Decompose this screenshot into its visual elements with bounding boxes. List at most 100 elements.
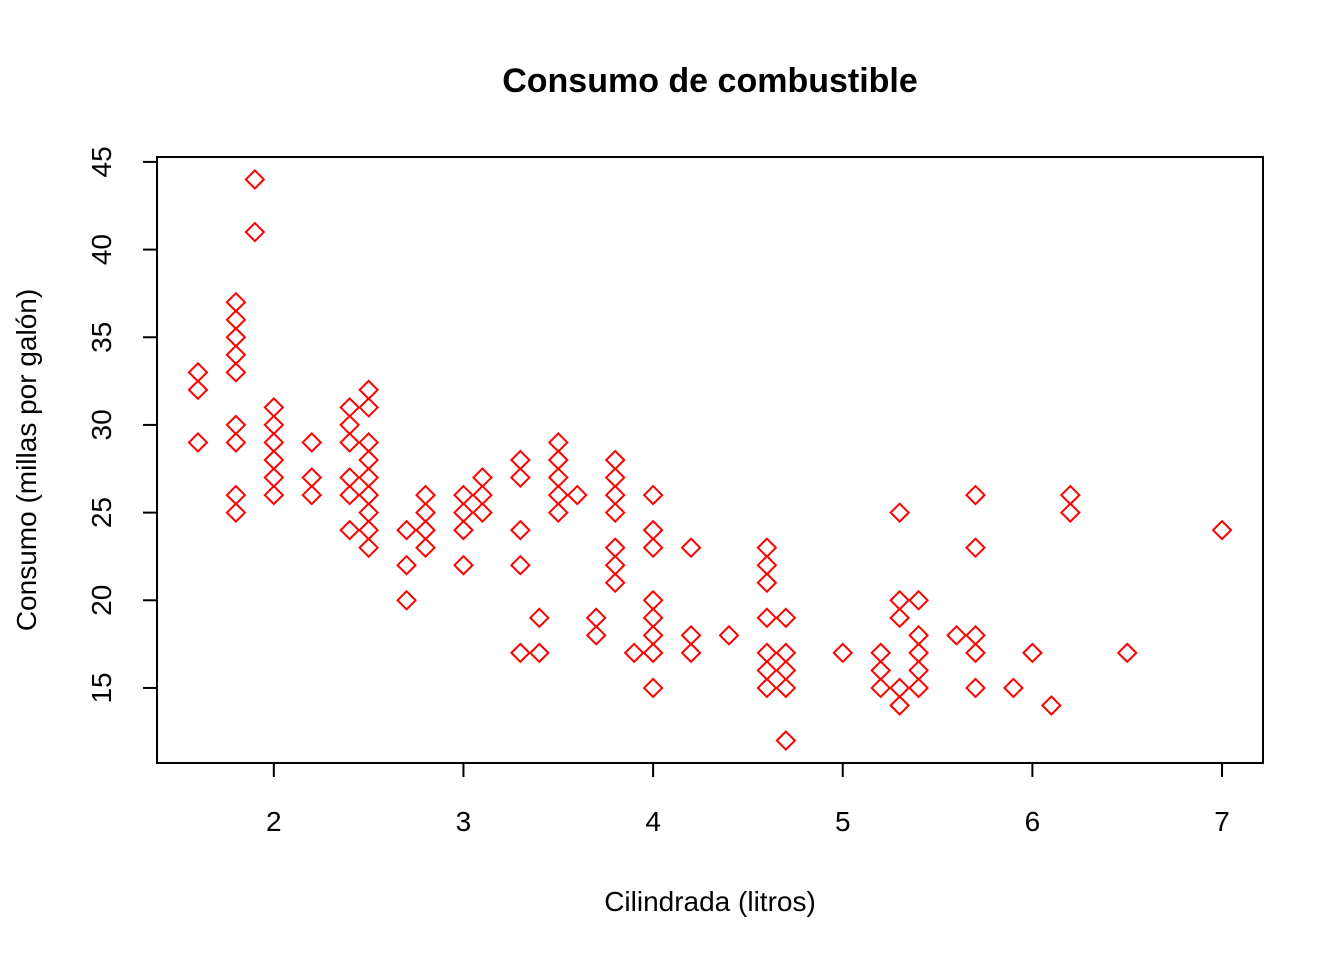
data-point	[225, 484, 247, 506]
data-point	[566, 484, 588, 506]
data-point	[832, 642, 854, 664]
data-point	[756, 572, 778, 594]
data-point	[642, 537, 664, 559]
data-point	[263, 484, 285, 506]
data-point	[908, 589, 930, 611]
data-point	[908, 642, 930, 664]
data-point	[528, 642, 550, 664]
data-point	[965, 484, 986, 506]
data-point	[642, 484, 664, 506]
x-tick-label: 2	[266, 806, 282, 837]
data-point	[225, 326, 247, 348]
data-point	[908, 677, 930, 699]
data-point	[756, 660, 778, 681]
data-point	[358, 502, 380, 524]
data-point	[642, 624, 664, 646]
data-point	[908, 624, 930, 646]
data-point	[358, 379, 380, 401]
data-point	[623, 642, 645, 664]
data-point	[339, 484, 361, 506]
data-point	[604, 449, 626, 471]
data-point	[889, 695, 911, 716]
y-tick-label: 45	[86, 146, 117, 177]
data-point	[1040, 695, 1062, 716]
data-point	[870, 677, 892, 699]
data-point	[642, 607, 664, 629]
data-point	[642, 589, 664, 611]
data-point	[339, 432, 361, 453]
data-points	[187, 169, 1233, 751]
data-point	[263, 432, 285, 453]
data-point	[889, 607, 911, 629]
y-axis-label: Consumo (millas por galón)	[11, 289, 42, 631]
y-axis: 15 20 25 30 35 40 45	[86, 146, 158, 704]
data-point	[680, 537, 702, 559]
data-point	[604, 467, 626, 488]
data-point	[604, 537, 626, 559]
y-tick-label: 25	[86, 497, 117, 528]
data-point	[396, 589, 417, 611]
data-point	[301, 432, 323, 453]
data-point	[415, 519, 436, 541]
data-point	[453, 554, 474, 576]
data-point	[889, 677, 911, 699]
y-tick-label: 40	[86, 234, 117, 265]
data-point	[965, 642, 986, 664]
data-point	[547, 467, 569, 488]
data-point	[1116, 642, 1138, 664]
plot-frame	[156, 156, 1264, 764]
data-point	[509, 467, 531, 488]
data-point	[547, 432, 569, 453]
data-point	[1059, 484, 1081, 506]
data-point	[301, 467, 323, 488]
data-point	[472, 467, 493, 488]
data-point	[358, 519, 380, 541]
data-point	[358, 396, 380, 418]
data-point	[870, 660, 892, 681]
y-tick-label: 35	[86, 322, 117, 353]
x-axis-label: Cilindrada (litros)	[604, 886, 816, 917]
data-point	[509, 554, 531, 576]
data-point	[775, 660, 797, 681]
data-point	[453, 484, 474, 506]
data-point	[756, 642, 778, 664]
data-point	[946, 624, 967, 646]
data-point	[187, 379, 209, 401]
x-tick-label: 7	[1214, 806, 1230, 837]
data-point	[547, 449, 569, 471]
data-point	[396, 519, 417, 541]
data-point	[358, 449, 380, 471]
data-point	[339, 414, 361, 436]
data-point	[965, 624, 986, 646]
data-point	[339, 396, 361, 418]
data-point	[339, 519, 361, 541]
x-axis: 2 3 4 5 6 7	[266, 762, 1230, 837]
data-point	[718, 624, 740, 646]
data-point	[358, 467, 380, 488]
data-point	[301, 484, 323, 506]
data-point	[415, 502, 436, 524]
data-point	[604, 554, 626, 576]
data-point	[680, 624, 702, 646]
data-point	[263, 467, 285, 488]
data-point	[889, 502, 911, 524]
data-point	[225, 361, 247, 383]
data-point	[604, 572, 626, 594]
data-point	[509, 449, 531, 471]
data-point	[965, 677, 986, 699]
data-point	[225, 502, 247, 524]
data-point	[187, 361, 209, 383]
data-point	[775, 677, 797, 699]
data-point	[642, 519, 664, 541]
data-point	[415, 484, 436, 506]
data-point	[1059, 502, 1081, 524]
data-point	[680, 642, 702, 664]
data-point	[775, 607, 797, 629]
data-point	[263, 449, 285, 471]
data-point	[358, 432, 380, 453]
data-point	[756, 607, 778, 629]
data-point	[509, 642, 531, 664]
data-point	[244, 221, 266, 243]
x-tick-label: 5	[835, 806, 851, 837]
data-point	[225, 309, 247, 331]
